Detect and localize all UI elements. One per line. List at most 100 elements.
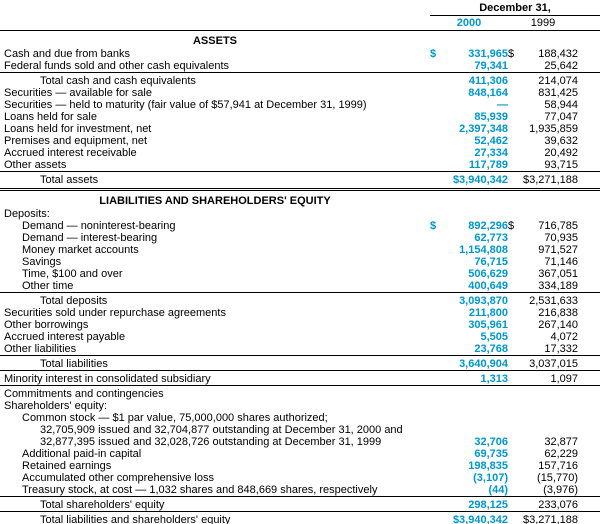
header-spacer <box>0 15 430 31</box>
value-2000: 32,706 <box>474 436 508 448</box>
amount: 892,296 <box>468 220 508 232</box>
value-1999: 1,097 <box>508 370 600 386</box>
table-row: Accrued interest payable 5,505 4,072 <box>0 331 600 343</box>
row-label: Deposits: <box>4 208 50 220</box>
section-title-row: ASSETS <box>0 31 600 49</box>
currency-symbol: $ <box>430 220 437 232</box>
table-row: Cash and due from banks $331,965 $188,432 <box>0 48 600 60</box>
year-header-row: 2000 1999 <box>0 15 600 31</box>
value-2000: 298,125 <box>430 496 508 512</box>
value-1999 <box>508 385 600 400</box>
value-2000: 2,397,348 <box>459 123 508 135</box>
value-1999: 267,140 <box>538 319 579 331</box>
value-2000: $331,965 <box>430 48 508 60</box>
value-1999-spacer <box>508 31 600 49</box>
table-row: Premises and equipment, net 52,462 39,632 <box>0 135 600 147</box>
date-header-row: December 31, <box>0 2 600 16</box>
value-2000 <box>430 412 508 424</box>
row-label: Other borrowings <box>4 319 89 331</box>
table-row: Savings 76,715 71,146 <box>0 256 600 268</box>
value-2000: $3,940,342 <box>430 171 508 191</box>
row-label: Money market accounts <box>22 244 139 256</box>
row-label: Other liabilities <box>4 343 77 355</box>
value-1999: 216,838 <box>538 307 579 319</box>
row-label: Securities — available for sale <box>4 87 152 99</box>
table-row: Total assets $3,940,342 $3,271,188 <box>0 171 600 191</box>
value-2000: 79,341 <box>474 60 508 72</box>
section-title-row: LIABILITIES AND SHAREHOLDERS' EQUITY <box>0 190 600 209</box>
value-2000: 5,505 <box>480 331 508 343</box>
value-2000: 76,715 <box>474 256 508 268</box>
statement-body: ASSETS Cash and due from banks $331,965 $18… <box>0 31 600 524</box>
row-label: Demand — interest-bearing <box>22 232 158 244</box>
table-row: Federal funds sold and other cash equiva… <box>0 60 600 73</box>
table-row: Other borrowings 305,961 267,140 <box>0 319 600 331</box>
row-label: Federal funds sold and other cash equiva… <box>4 60 230 72</box>
value-1999: 77,047 <box>544 111 579 123</box>
table-row: Accumulated other comprehensive loss (3,1… <box>0 472 600 484</box>
amount: 188,432 <box>538 48 579 60</box>
header-spacer <box>0 2 430 16</box>
table-row: Total liabilities 3,640,904 3,037,015 <box>0 355 600 371</box>
value-1999: (3,976) <box>543 484 579 496</box>
value-1999: 831,425 <box>538 87 579 99</box>
row-label: Total shareholders' equity <box>0 496 430 512</box>
row-label: Shareholders' equity: <box>4 400 107 412</box>
value-1999: 3,037,015 <box>508 355 600 371</box>
value-2000: 85,939 <box>474 111 508 123</box>
table-row: 32,705,909 issued and 32,704,877 outstan… <box>0 424 600 436</box>
table-row: Demand — noninterest-bearing $892,296 $716… <box>0 220 600 232</box>
row-label: Premises and equipment, net <box>4 135 148 147</box>
year-2000-header: 2000 <box>430 15 508 31</box>
value-2000 <box>430 400 508 412</box>
value-2000: — <box>497 99 508 111</box>
table-row: Total deposits 3,093,870 2,531,633 <box>0 292 600 307</box>
value-2000: 69,735 <box>474 448 508 460</box>
table-row: Additional paid-in capital 69,735 62,229 <box>0 448 600 460</box>
value-2000: 305,961 <box>468 319 508 331</box>
date-header: December 31, <box>430 2 600 16</box>
table-row: Total liabilities and shareholders' equi… <box>0 511 600 524</box>
table-row: Deposits: <box>0 208 600 220</box>
section-title: LIABILITIES AND SHAREHOLDERS' EQUITY <box>99 195 331 207</box>
value-1999: 25,642 <box>544 60 579 72</box>
table-row: Other assets 117,789 93,715 <box>0 159 600 172</box>
table-row: Securities — available for sale 848,164 83… <box>0 87 600 99</box>
value-2000: 400,649 <box>468 280 508 292</box>
value-1999: 2,531,633 <box>508 292 600 307</box>
table-row: Loans held for sale 85,939 77,047 <box>0 111 600 123</box>
value-1999-spacer <box>508 190 600 209</box>
row-label: Common stock — $1 par value, 75,000,000 … <box>22 412 328 424</box>
row-label: Savings <box>22 256 62 268</box>
value-2000-spacer <box>430 190 508 209</box>
table-row: Retained earnings 198,835 157,716 <box>0 460 600 472</box>
value-1999: 367,051 <box>538 268 579 280</box>
row-label: Additional paid-in capital <box>22 448 142 460</box>
value-1999: 62,229 <box>544 448 579 460</box>
value-2000 <box>430 385 508 400</box>
table-row: Treasury stock, at cost — 1,032 shares a… <box>0 484 600 497</box>
value-1999: 214,074 <box>508 72 600 87</box>
value-1999: $716,785 <box>508 220 600 232</box>
value-1999: 58,944 <box>544 99 579 111</box>
value-2000: 198,835 <box>468 460 508 472</box>
value-1999 <box>508 208 600 220</box>
table-row: Commitments and contingencies <box>0 385 600 400</box>
value-1999: 32,877 <box>544 436 579 448</box>
row-label: Retained earnings <box>22 460 112 472</box>
row-label: Accrued interest receivable <box>4 147 137 159</box>
value-2000: 1,313 <box>430 370 508 386</box>
value-1999: 233,076 <box>508 496 600 512</box>
row-label: Total liabilities and shareholders' equi… <box>0 511 430 524</box>
value-1999 <box>508 424 600 436</box>
row-label: Securities sold under repurchase agreeme… <box>4 307 226 319</box>
value-2000: 411,306 <box>430 72 508 87</box>
table-row: Securities — held to maturity (fair valu… <box>0 99 600 111</box>
value-2000: (3,107) <box>473 472 508 484</box>
value-2000 <box>430 208 508 220</box>
value-1999 <box>508 400 600 412</box>
value-1999 <box>508 412 600 424</box>
value-2000: 1,154,808 <box>459 244 508 256</box>
table-row: Accrued interest receivable 27,334 20,492 <box>0 147 600 159</box>
